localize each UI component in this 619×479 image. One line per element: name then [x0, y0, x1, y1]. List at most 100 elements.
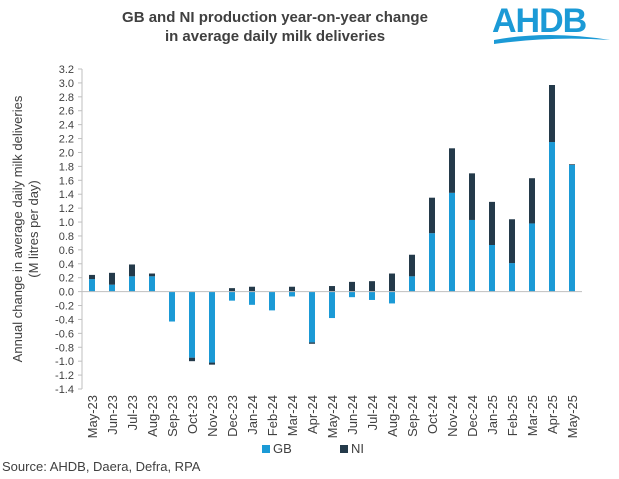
y-tick-label: 0.0: [59, 287, 74, 299]
y-tick-label: 0.8: [59, 231, 74, 243]
y-tick-label: 1.6: [59, 175, 74, 187]
y-tick-label: 0.6: [59, 245, 74, 257]
bar-ni: [189, 357, 195, 362]
x-tick-label: Aug-24: [385, 395, 400, 437]
bar-ni: [209, 362, 215, 365]
x-tick-label: Nov-23: [205, 395, 220, 437]
bar-gb: [269, 291, 275, 311]
bar-gb: [329, 291, 335, 319]
bar-ni: [469, 173, 475, 220]
y-axis-title-line2: (M litres per day): [26, 180, 41, 278]
bar-gb: [449, 192, 455, 292]
x-tick-label: May-24: [325, 395, 340, 438]
x-tick-label: Oct-23: [185, 395, 200, 434]
bar-gb: [369, 291, 375, 300]
ahdb-logo: AHDB: [492, 2, 610, 44]
bar-ni: [369, 281, 375, 292]
chart-title-line2: in average daily milk deliveries: [164, 28, 386, 45]
bar-gb: [189, 291, 195, 358]
chart-title-line1: GB and NI production year-on-year change: [122, 9, 428, 26]
bar-gb: [489, 245, 495, 292]
y-tick-label: 2.6: [59, 106, 74, 118]
x-tick-label: May-25: [565, 395, 580, 438]
x-tick-label: Sep-24: [405, 395, 420, 437]
bar-ni: [129, 264, 135, 277]
y-tick-label: -0.2: [55, 301, 74, 313]
y-tick-label: 1.8: [59, 161, 74, 173]
logo-text: AHDB: [492, 2, 587, 40]
bar-ni: [149, 273, 155, 277]
bar-gb: [389, 291, 395, 304]
bar-gb: [349, 291, 355, 298]
logo-swoosh-icon: [494, 35, 610, 44]
y-tick-label: 1.0: [59, 217, 74, 229]
x-tick-label: Jan-24: [245, 395, 260, 435]
bar-ni: [509, 219, 515, 264]
bar-gb: [289, 291, 295, 297]
bar-ni: [549, 85, 555, 143]
y-tick-label: 2.2: [59, 134, 74, 146]
bar-ni: [389, 273, 395, 292]
y-tick-label: -1.4: [55, 384, 74, 396]
bar-ni: [309, 342, 315, 344]
bar-gb: [149, 276, 155, 292]
x-tick-label: Jan-25: [485, 395, 500, 435]
y-tick-label: 1.2: [59, 203, 74, 215]
x-tick-label: Apr-24: [305, 395, 320, 434]
bar-gb: [109, 284, 115, 292]
bar-gb: [89, 279, 95, 292]
bar-ni: [409, 254, 415, 277]
x-tick-label: Sep-23: [165, 395, 180, 437]
bar-gb: [169, 291, 175, 322]
x-tick-label: Oct-24: [425, 395, 440, 434]
bar-ni: [569, 164, 575, 165]
bar-gb: [209, 291, 215, 363]
x-tick-label: Dec-23: [225, 395, 240, 437]
source-note: Source: AHDB, Daera, Defra, RPA: [2, 459, 201, 474]
bar-ni: [229, 288, 235, 292]
y-tick-label: -0.4: [55, 314, 74, 326]
legend-swatch-ni: [340, 445, 348, 453]
bar-gb: [429, 233, 435, 292]
x-tick-label: May-23: [85, 395, 100, 438]
y-tick-label: 2.4: [59, 120, 74, 132]
bar-ni: [449, 148, 455, 193]
bar-ni: [89, 274, 95, 280]
bar-ni: [349, 281, 355, 292]
bar-ni: [429, 197, 435, 234]
bar-ni: [529, 178, 535, 224]
y-tick-label: 0.2: [59, 273, 74, 285]
y-tick-label: 3.0: [59, 78, 74, 90]
bar-gb: [549, 142, 555, 292]
y-tick-label: -1.0: [55, 356, 74, 368]
x-tick-label: Nov-24: [445, 395, 460, 437]
x-tick-label: Jun-24: [345, 395, 360, 435]
bar-gb: [409, 276, 415, 292]
x-tick-label: Jul-23: [125, 395, 140, 430]
legend-label-gb: GB: [273, 441, 292, 456]
bar-gb: [229, 291, 235, 301]
y-tick-label: 0.4: [59, 259, 74, 271]
bar-gb: [569, 165, 575, 292]
x-tick-label: Feb-24: [265, 395, 280, 436]
bar-gb: [129, 276, 135, 292]
bar-gb: [309, 291, 315, 343]
bar-ni: [249, 286, 255, 292]
x-tick-label: Apr-25: [545, 395, 560, 434]
x-tick-label: Mar-24: [285, 395, 300, 436]
bar-ni: [489, 201, 495, 245]
bar-ni: [329, 286, 335, 292]
x-tick-label: Mar-25: [525, 395, 540, 436]
chart-title: GB and NI production year-on-year change…: [95, 8, 455, 46]
y-tick-label: -1.2: [55, 370, 74, 382]
y-tick-label: 2.0: [59, 147, 74, 159]
bar-gb: [249, 291, 255, 305]
x-tick-label: Feb-25: [505, 395, 520, 436]
bar-ni: [289, 286, 295, 292]
x-tick-label: Aug-23: [145, 395, 160, 437]
y-tick-label: 1.4: [59, 189, 74, 201]
legend-swatch-gb: [262, 445, 270, 453]
x-tick-label: Dec-24: [465, 395, 480, 437]
bar-gb: [529, 223, 535, 292]
